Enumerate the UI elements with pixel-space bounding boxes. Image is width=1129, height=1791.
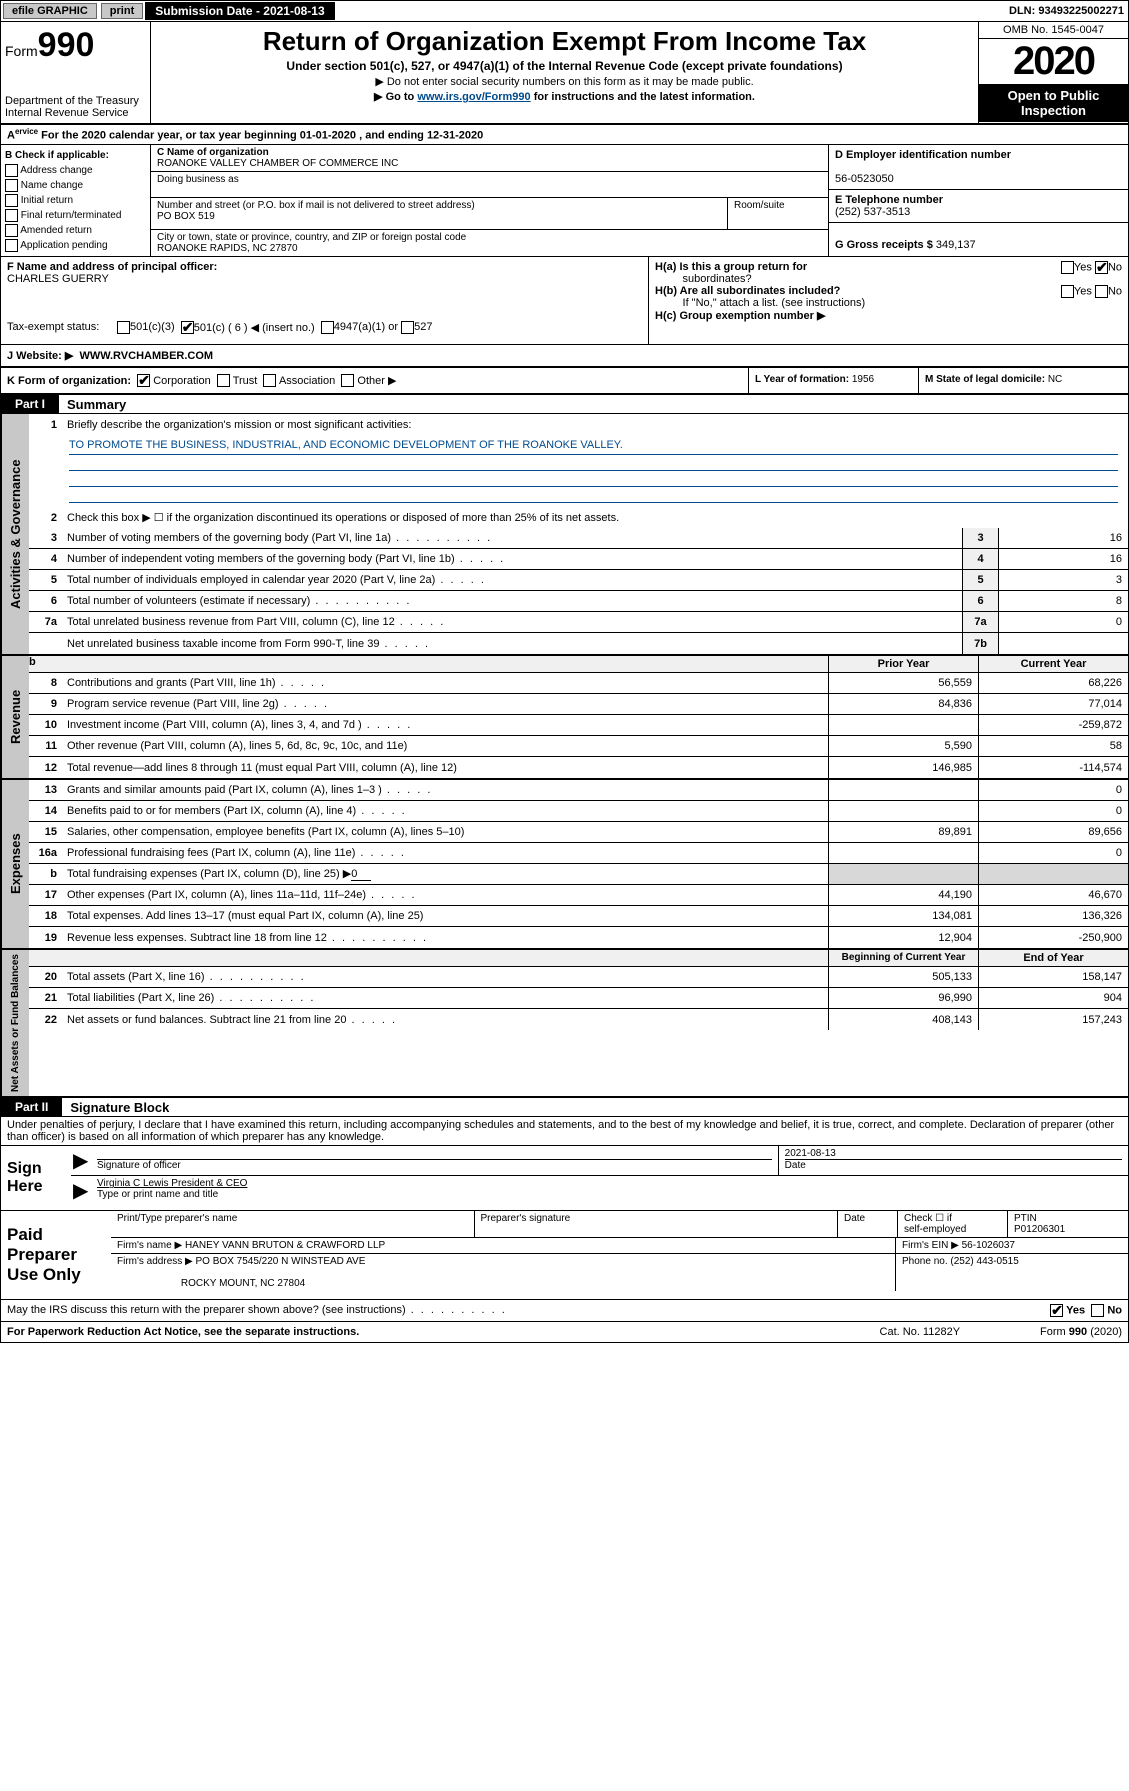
print-button[interactable]: print	[101, 3, 143, 19]
efile-button[interactable]: efile GRAPHIC	[3, 3, 97, 19]
cb-hb-no[interactable]	[1095, 285, 1108, 298]
tax-status-label: Tax-exempt status:	[7, 321, 117, 333]
cb-other[interactable]	[341, 374, 354, 387]
checkbox-name-change[interactable]	[5, 179, 18, 192]
vtab-exp: Expenses	[1, 780, 29, 948]
top-toolbar: efile GRAPHIC print Submission Date - 20…	[0, 0, 1129, 22]
form-number: Form990	[5, 26, 146, 65]
form-header: Form990 Department of the Treasury Inter…	[1, 22, 1128, 125]
room-suite: Room/suite	[728, 198, 828, 229]
sign-here-section: Sign Here ▶ Signature of officer 2021-08…	[1, 1146, 1128, 1211]
website-row: J Website: ▶ WWW.RVCHAMBER.COM	[1, 345, 1128, 368]
activities-governance: Activities & Governance 1Briefly describ…	[1, 414, 1128, 656]
footer-row: For Paperwork Reduction Act Notice, see …	[1, 1322, 1128, 1342]
form-title: Return of Organization Exempt From Incom…	[155, 26, 974, 57]
ha-row: H(a) Is this a group return for Yes No s…	[655, 261, 1122, 285]
cb-assoc[interactable]	[263, 374, 276, 387]
irs-label: Internal Revenue Service	[5, 107, 146, 119]
checkbox-amended[interactable]	[5, 224, 18, 237]
phone-row: E Telephone number (252) 537-3513	[829, 190, 1128, 223]
hb-row: H(b) Are all subordinates included? Yes …	[655, 285, 1122, 309]
form-subtitle: Under section 501(c), 527, or 4947(a)(1)…	[155, 59, 974, 73]
hc-row: H(c) Group exemption number ▶	[655, 309, 1122, 322]
tax-period-row: Aervice For the 2020 calendar year, or t…	[1, 125, 1128, 145]
org-name-row: C Name of organization ROANOKE VALLEY CH…	[151, 145, 828, 172]
dln-label: DLN: 93493225002271	[1009, 5, 1128, 17]
vtab-net: Net Assets or Fund Balances	[1, 950, 29, 1096]
expenses-section: Expenses 13Grants and similar amounts pa…	[1, 780, 1128, 950]
ein-row: D Employer identification number 56-0523…	[829, 145, 1128, 190]
k-row: K Form of organization: Corporation Trus…	[1, 368, 1128, 396]
cb-527[interactable]	[401, 321, 414, 334]
gross-receipts: G Gross receipts $ 349,137	[829, 223, 1128, 255]
cb-discuss-no[interactable]	[1091, 1304, 1104, 1317]
cb-corp[interactable]	[137, 374, 150, 387]
submission-date: Submission Date - 2021-08-13	[145, 2, 334, 20]
vtab-rev: Revenue	[1, 656, 29, 778]
cb-501c[interactable]	[181, 321, 194, 334]
checkbox-app-pending[interactable]	[5, 239, 18, 252]
cb-501c3[interactable]	[117, 321, 130, 334]
cb-discuss-yes[interactable]	[1050, 1304, 1063, 1317]
part1-header: Part I Summary	[1, 395, 1128, 414]
net-assets-section: Net Assets or Fund Balances Beginning of…	[1, 950, 1128, 1098]
cb-4947[interactable]	[321, 321, 334, 334]
vtab-ag: Activities & Governance	[1, 414, 29, 654]
dept-treasury: Department of the Treasury	[5, 95, 146, 107]
section-bcdeg: B Check if applicable: Address change Na…	[1, 145, 1128, 257]
revenue-section: Revenue bPrior YearCurrent Year 8Contrib…	[1, 656, 1128, 780]
cb-ha-yes[interactable]	[1061, 261, 1074, 274]
cb-hb-yes[interactable]	[1061, 285, 1074, 298]
section-b: B Check if applicable: Address change Na…	[1, 145, 151, 256]
cb-trust[interactable]	[217, 374, 230, 387]
paid-preparer-section: Paid Preparer Use Only Print/Type prepar…	[1, 1211, 1128, 1300]
checkbox-final-return[interactable]	[5, 209, 18, 222]
dba-row: Doing business as	[151, 172, 828, 198]
omb-number: OMB No. 1545-0047	[979, 22, 1128, 39]
mission-text: TO PROMOTE THE BUSINESS, INDUSTRIAL, AND…	[69, 439, 1118, 455]
cb-ha-no[interactable]	[1095, 261, 1108, 274]
penalty-statement: Under penalties of perjury, I declare th…	[1, 1117, 1128, 1146]
checkbox-initial-return[interactable]	[5, 194, 18, 207]
goto-note: ▶ Go to www.irs.gov/Form990 for instruct…	[155, 90, 974, 103]
checkbox-address-change[interactable]	[5, 164, 18, 177]
city-row: City or town, state or province, country…	[151, 229, 828, 256]
open-public-badge: Open to PublicInspection	[979, 84, 1128, 122]
street-address: Number and street (or P.O. box if mail i…	[151, 198, 728, 229]
section-fh: F Name and address of principal officer:…	[1, 257, 1128, 345]
discuss-row: May the IRS discuss this return with the…	[1, 1300, 1128, 1322]
irs-link[interactable]: www.irs.gov/Form990	[417, 91, 530, 103]
tax-year: 2020	[979, 39, 1128, 84]
ssn-note: ▶ Do not enter social security numbers o…	[155, 75, 974, 88]
part2-header: Part II Signature Block	[1, 1098, 1128, 1117]
